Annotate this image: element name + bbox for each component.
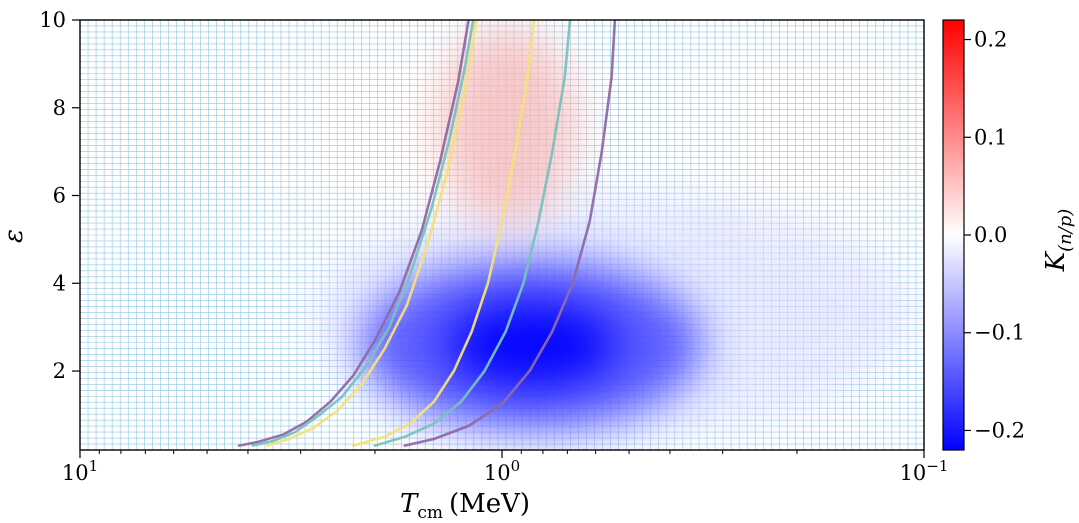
colorbar-symbol: K [1041, 250, 1071, 272]
x-axis-unit: (MeV) [449, 489, 530, 519]
y-tick-label: 4 [53, 271, 66, 295]
colorbar-tick-label: 0.0 [974, 223, 1007, 247]
curves [237, 20, 617, 447]
heat-negative-core [446, 302, 617, 387]
heat-positive [437, 25, 578, 226]
y-axis-title: ε [0, 229, 29, 243]
colorbar-ticks: 0.2 0.1 0.0 −0.1 −0.2 [964, 28, 1025, 442]
y-axis-ticks: 2 4 6 8 10 [39, 8, 80, 383]
colorbar-tick-label: 0.1 [974, 125, 1007, 149]
colorbar-tick-label: −0.1 [974, 321, 1025, 345]
y-tick-label: 6 [53, 184, 66, 208]
x-axis-ticks: 101 100 10−1 [62, 450, 949, 485]
series-line-0 [237, 20, 470, 447]
series-line-4 [373, 20, 572, 447]
x-tick-label: 100 [484, 457, 520, 485]
colorbar-tick-label: −0.2 [974, 418, 1025, 442]
colorbar-tick-label: 0.2 [974, 28, 1007, 52]
x-tick-label: 10−1 [900, 457, 949, 485]
y-tick-label: 10 [39, 8, 66, 32]
x-tick-label: 101 [62, 457, 98, 485]
colorbar [942, 19, 965, 451]
series-line-2 [352, 20, 536, 447]
colorbar-subscript: (n/p) [1055, 209, 1076, 252]
x-axis-symbol: T [400, 489, 419, 519]
x-axis-subscript: cm [417, 503, 443, 523]
series-line-5 [403, 20, 617, 447]
series-line-3 [265, 20, 478, 447]
series-line-1 [251, 20, 475, 447]
y-tick-label: 2 [53, 359, 66, 383]
heatmap [311, 25, 912, 434]
colorbar-title: K(n/p) [1041, 209, 1076, 273]
x-axis-title: Tcm (MeV) [400, 489, 530, 523]
y-tick-label: 8 [53, 96, 66, 120]
